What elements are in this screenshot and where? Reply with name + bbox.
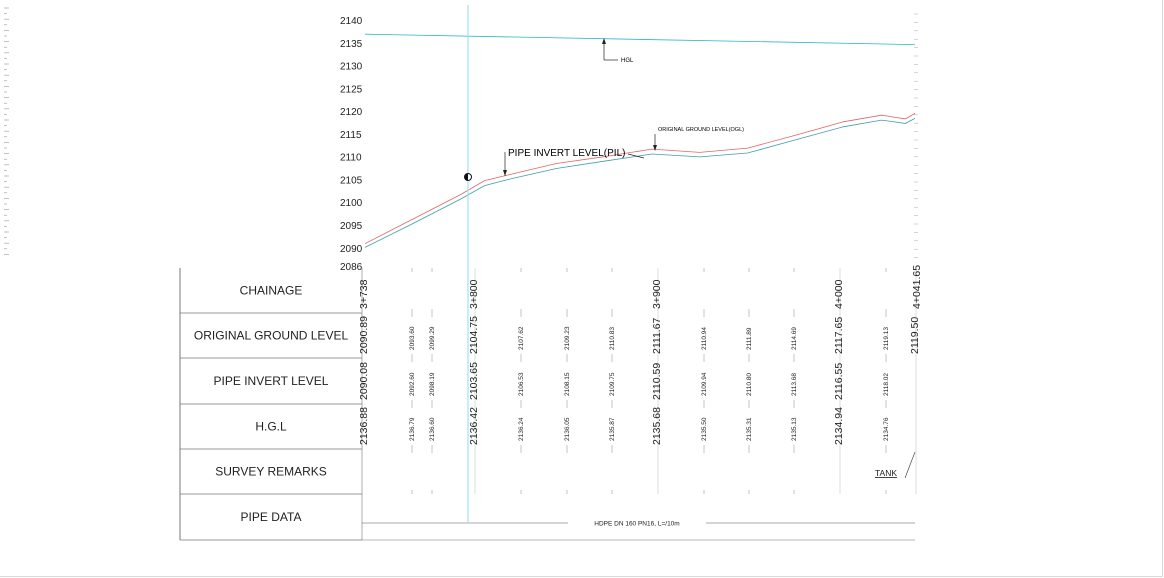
ogl-value: 2109.23 — [564, 326, 571, 350]
y-axis-label: 2086 — [340, 262, 363, 273]
hgl-label: HGL — [621, 58, 634, 64]
row-label: SURVEY REMARKS — [215, 465, 327, 479]
node-marker-icon[interactable] — [464, 173, 472, 181]
hgl-value: 2135.68 — [651, 407, 663, 445]
survey-remark-tank: TANK — [875, 468, 897, 478]
y-axis-label: 2095 — [340, 221, 363, 232]
row-label: ORIGINAL GROUND LEVEL — [194, 329, 349, 343]
ogl-value: 2117.65 — [833, 317, 845, 354]
pil-value: 2116.55 — [833, 363, 845, 400]
ogl-value: 2110.94 — [701, 327, 708, 350]
hgl-value: 2134.94 — [833, 407, 845, 445]
ogl-value: 2119.13 — [883, 327, 890, 350]
right-axis-ticks — [914, 13, 918, 258]
pil-value: 2110.80 — [746, 373, 753, 396]
ogl-value: 2093.60 — [409, 326, 416, 350]
y-axis-label: 2140 — [340, 16, 363, 27]
pil-line — [364, 118, 916, 248]
hgl-value: 2136.79 — [409, 417, 416, 441]
pipe-data-value: HDPE DN 160 PN16, L=/10m — [594, 521, 679, 528]
y-axis-labels: 2140 2135 2130 2125 2120 2115 2110 2105 2100 2095… — [340, 16, 363, 273]
ogl-value: 2110.83 — [609, 327, 616, 350]
pil-value: 2110.59 — [651, 363, 663, 400]
y-axis-label: 2130 — [340, 62, 363, 73]
hgl-value: 2135.50 — [701, 417, 708, 441]
ogl-value: 2104.75 — [468, 316, 480, 354]
hgl-value: 2135.31 — [746, 417, 753, 441]
pil-value: 2108.15 — [564, 372, 571, 396]
row-label: PIPE INVERT LEVEL — [214, 374, 329, 388]
ogl-value: 2119.50 — [909, 317, 921, 354]
y-axis-label: 2135 — [340, 39, 363, 50]
pil-value: 2118.02 — [883, 373, 890, 396]
hgl-value: 2136.24 — [518, 417, 525, 441]
ogl-value: 2114.69 — [791, 327, 798, 350]
row-label: PIPE DATA — [241, 510, 302, 524]
pil-value: 2109.94 — [701, 372, 708, 396]
pil-label: PIPE INVERT LEVEL(PIL) — [508, 148, 625, 159]
hgl-line — [364, 33, 916, 45]
row-label: CHAINAGE — [240, 284, 303, 298]
pil-value: 2090.08 — [358, 362, 370, 400]
row-label: H.G.L — [255, 420, 287, 434]
hgl-value: 2136.60 — [429, 417, 436, 441]
hgl-value: 2136.42 — [468, 407, 480, 445]
left-ruler — [4, 7, 9, 255]
pil-value: 2092.60 — [409, 372, 416, 396]
pil-value: 2113.68 — [791, 373, 798, 396]
hgl-value: 2135.13 — [791, 417, 798, 441]
ogl-value: 2090.89 — [358, 316, 370, 354]
hgl-value: 2135.87 — [609, 417, 616, 441]
profile-table: CHAINAGE ORIGINAL GROUND LEVEL PIPE INVERT… — [179, 265, 923, 541]
y-axis-label: 2105 — [340, 175, 363, 186]
pil-value: 2103.65 — [468, 362, 480, 400]
hgl-value: 2136.05 — [564, 417, 571, 441]
chainage-value: 4+000 — [833, 279, 845, 309]
y-axis-label: 2115 — [340, 130, 362, 141]
chainage-value: 3+900 — [651, 279, 663, 309]
ogl-label: ORIGINAL GROUND LEVEL(OGL) — [658, 127, 744, 133]
ogl-value: 2099.29 — [429, 326, 436, 350]
ogl-value: 2107.62 — [518, 326, 525, 350]
chainage-value: 4+041.65 — [911, 265, 923, 309]
y-axis-label: 2120 — [340, 107, 363, 118]
ogl-annotation: ORIGINAL GROUND LEVEL(OGL) — [653, 127, 744, 151]
y-axis-label: 2110 — [340, 153, 362, 164]
y-axis-label: 2100 — [340, 198, 363, 209]
pil-annotation: PIPE INVERT LEVEL(PIL) — [503, 148, 645, 176]
hgl-value: 2134.76 — [883, 417, 890, 441]
ogl-line — [364, 113, 916, 245]
hgl-annotation: HGL — [602, 38, 634, 64]
y-axis-label: 2090 — [340, 244, 363, 255]
y-axis-label: 2125 — [340, 84, 363, 95]
ogl-value: 2111.67 — [651, 317, 663, 354]
pil-value: 2098.19 — [429, 372, 436, 396]
pil-value: 2106.53 — [518, 372, 525, 396]
chainage-value: 3+738 — [358, 279, 370, 309]
chainage-value: 3+800 — [468, 279, 480, 309]
pil-value: 2109.75 — [609, 372, 616, 396]
ogl-value: 2111.89 — [746, 327, 753, 350]
hgl-value: 2136.88 — [358, 407, 370, 445]
